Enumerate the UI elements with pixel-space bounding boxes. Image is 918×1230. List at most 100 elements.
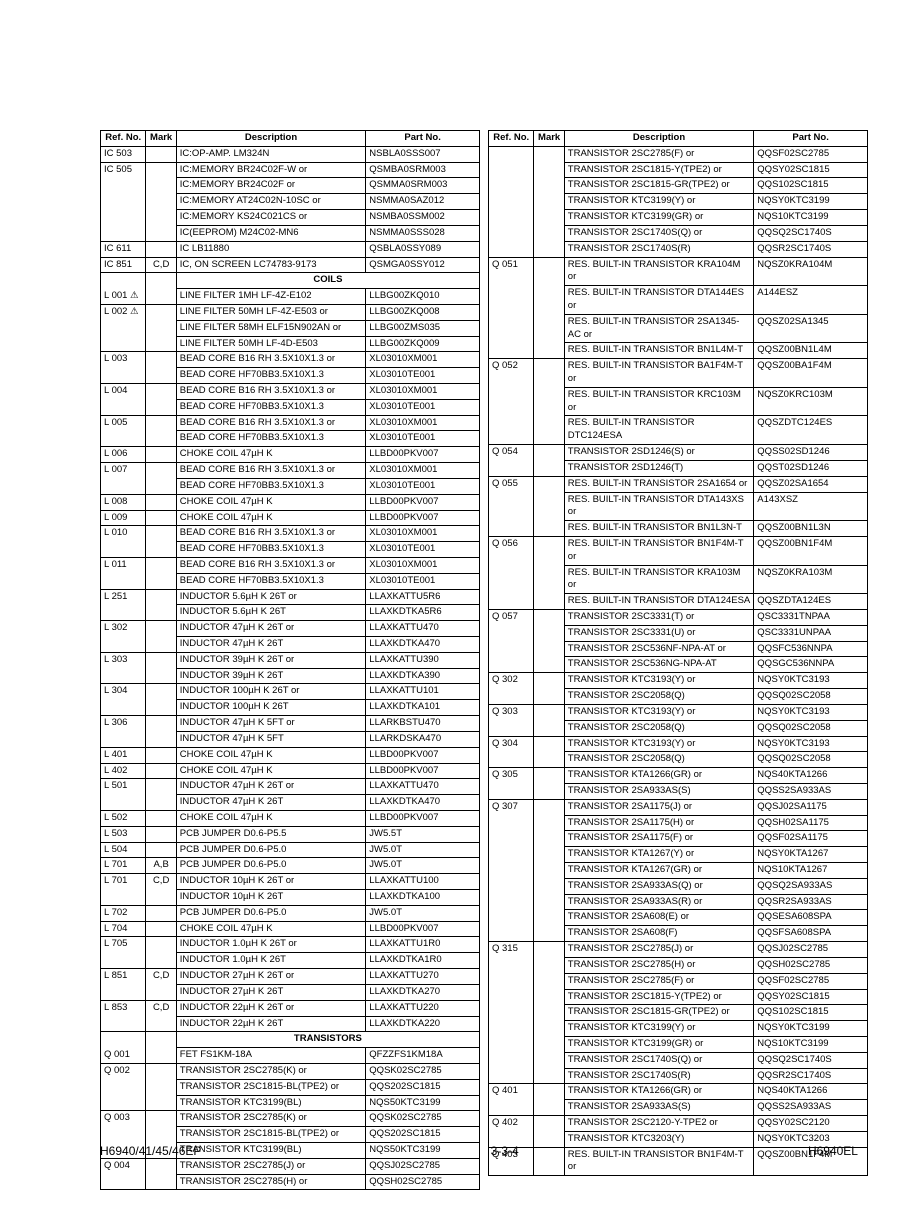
mark-cell: C,D — [146, 257, 176, 273]
part-cell: QSMMA0SRM003 — [366, 178, 480, 194]
mark-cell — [146, 526, 176, 542]
mark-cell: A,B — [146, 858, 176, 874]
table-row: INDUCTOR 1.0µH K 26TLLAXKDTKA1R0 — [101, 953, 480, 969]
desc-cell: INDUCTOR 1.0µH K 26T — [176, 953, 366, 969]
part-cell: QQSZ00BN1L4M — [754, 343, 868, 359]
part-cell: QQSF02SC2785 — [754, 973, 868, 989]
part-cell: QQSZDTA124ES — [754, 594, 868, 610]
mark-cell — [534, 736, 564, 752]
mark-cell — [146, 684, 176, 700]
ref-cell: L 005 — [101, 415, 146, 431]
ref-cell: Q 055 — [489, 476, 534, 492]
mark-cell — [534, 210, 564, 226]
desc-cell: INDUCTOR 22µH K 26T or — [176, 1000, 366, 1016]
part-cell: QQSFC536NNPA — [754, 641, 868, 657]
table-row: L 303INDUCTOR 39µH K 26T orLLAXKATTU390 — [101, 652, 480, 668]
part-cell: LLAXKDTKA5R6 — [366, 605, 480, 621]
mark-cell — [146, 241, 176, 257]
desc-cell: TRANSISTOR 2SC2058(Q) — [564, 720, 754, 736]
ref-cell: Q 302 — [489, 673, 534, 689]
table-row: L 705INDUCTOR 1.0µH K 26T orLLAXKATTU1R0 — [101, 937, 480, 953]
part-cell: XL03010TE001 — [366, 478, 480, 494]
table-row: L 504PCB JUMPER D0.6-P5.0JW5.0T — [101, 842, 480, 858]
table-row: Q 052RES. BUILT-IN TRANSISTOR BA1F4M-T o… — [489, 359, 868, 388]
mark-cell — [146, 146, 176, 162]
footer-left: H6940/41/45/46EP — [100, 1144, 201, 1158]
table-row: INDUCTOR 27µH K 26TLLAXKDTKA270 — [101, 984, 480, 1000]
ref-cell: L 004 — [101, 384, 146, 400]
table-row: Q 302TRANSISTOR KTC3193(Y) orNQSY0KTC319… — [489, 673, 868, 689]
ref-cell — [101, 1095, 146, 1111]
ref-cell — [489, 863, 534, 879]
desc-cell: TRANSISTOR 2SC536NF-NPA-AT or — [564, 641, 754, 657]
desc-cell: CHOKE COIL 47µH K — [176, 810, 366, 826]
ref-cell — [489, 1100, 534, 1116]
table-row: TRANSISTOR KTA1267(GR) orNQS10KTA1267 — [489, 863, 868, 879]
desc-cell: TRANSISTOR KTC3199(GR) or — [564, 1036, 754, 1052]
section-label: TRANSISTORS — [176, 1032, 479, 1048]
mark-cell — [534, 1084, 564, 1100]
table-row: Q 401TRANSISTOR KTA1266(GR) orNQS40KTA12… — [489, 1084, 868, 1100]
mark-cell — [146, 731, 176, 747]
mark-cell — [146, 621, 176, 637]
table-row: RES. BUILT-IN TRANSISTOR DTC124ESAQQSZDT… — [489, 416, 868, 445]
part-cell: QQSY02SC1815 — [754, 162, 868, 178]
ref-cell: Q 001 — [101, 1048, 146, 1064]
mark-cell — [146, 953, 176, 969]
desc-cell: RES. BUILT-IN TRANSISTOR DTA143XS or — [564, 492, 754, 521]
ref-cell — [101, 178, 146, 194]
mark-cell — [146, 194, 176, 210]
part-cell: XL03010TE001 — [366, 399, 480, 415]
table-row: L 007BEAD CORE B16 RH 3.5X10X1.3 orXL030… — [101, 463, 480, 479]
desc-cell: INDUCTOR 100µH K 26T or — [176, 684, 366, 700]
mark-cell — [534, 878, 564, 894]
part-cell: QSMGA0SSY012 — [366, 257, 480, 273]
ref-cell — [489, 720, 534, 736]
part-cell: LLBG00ZKQ008 — [366, 304, 480, 320]
part-cell: LLAXKDTKA220 — [366, 1016, 480, 1032]
mark-cell — [534, 178, 564, 194]
mark-cell — [534, 641, 564, 657]
part-cell: XL03010TE001 — [366, 573, 480, 589]
table-row: IC:MEMORY AT24C02N-10SC orNSMMA0SAZ012 — [101, 194, 480, 210]
part-cell: QQSY02SC2120 — [754, 1116, 868, 1132]
desc-cell: RES. BUILT-IN TRANSISTOR KRA103M or — [564, 565, 754, 594]
ref-cell: L 702 — [101, 905, 146, 921]
desc-cell: INDUCTOR 39µH K 26T — [176, 668, 366, 684]
part-cell: QQSZ00BN1F4M — [754, 536, 868, 565]
ref-cell: Q 051 — [489, 257, 534, 286]
part-cell: LLAXKATTU5R6 — [366, 589, 480, 605]
table-row: TRANSISTOR 2SA608(E) orQQSESA608SPA — [489, 910, 868, 926]
desc-cell: PCB JUMPER D0.6-P5.0 — [176, 842, 366, 858]
part-cell: LLAXKATTU1R0 — [366, 937, 480, 953]
part-cell: JW5.0T — [366, 842, 480, 858]
mark-cell — [534, 831, 564, 847]
table-row: L 501INDUCTOR 47µH K 26T orLLAXKATTU470 — [101, 779, 480, 795]
mark-cell — [146, 1079, 176, 1095]
ref-cell: L 001 ⚠ — [101, 289, 146, 305]
part-cell: QQSY02SC1815 — [754, 989, 868, 1005]
desc-cell: TRANSISTOR 2SC1815-BL(TPE2) or — [176, 1127, 366, 1143]
desc-cell: BEAD CORE HF70BB3.5X10X1.3 — [176, 542, 366, 558]
table-row: TRANSISTOR 2SC2058(Q)QQSQ02SC2058 — [489, 720, 868, 736]
mark-cell — [534, 610, 564, 626]
table-row: L 306INDUCTOR 47µH K 5FT orLLARKBSTU470 — [101, 716, 480, 732]
mark-cell — [146, 320, 176, 336]
table-row: Q 307TRANSISTOR 2SA1175(J) orQQSJ02SA117… — [489, 799, 868, 815]
desc-cell: IC:MEMORY BR24C02F-W or — [176, 162, 366, 178]
part-cell: LLBD00PKV007 — [366, 510, 480, 526]
ref-cell: Q 002 — [101, 1063, 146, 1079]
table-row: Q 001FET FS1KM-18AQFZZFS1KM18A — [101, 1048, 480, 1064]
desc-cell: INDUCTOR 27µH K 26T or — [176, 969, 366, 985]
page-content: Ref. No. Mark Description Part No. IC 50… — [0, 0, 918, 1230]
table-row: L 704CHOKE COIL 47µH KLLBD00PKV007 — [101, 921, 480, 937]
table-row: L 251INDUCTOR 5.6µH K 26T orLLAXKATTU5R6 — [101, 589, 480, 605]
section-header: TRANSISTORS — [101, 1032, 480, 1048]
mark-cell — [146, 652, 176, 668]
ref-cell — [489, 894, 534, 910]
part-cell: QQSH02SC2785 — [754, 957, 868, 973]
desc-cell: TRANSISTOR 2SC1815-Y(TPE2) or — [564, 162, 754, 178]
table-row: TRANSISTOR KTC3199(Y) orNQSY0KTC3199 — [489, 1021, 868, 1037]
table-row: TRANSISTOR KTC3199(Y) orNQSY0KTC3199 — [489, 194, 868, 210]
table-row: L 001 ⚠LINE FILTER 1MH LF-4Z-E102LLBG00Z… — [101, 289, 480, 305]
